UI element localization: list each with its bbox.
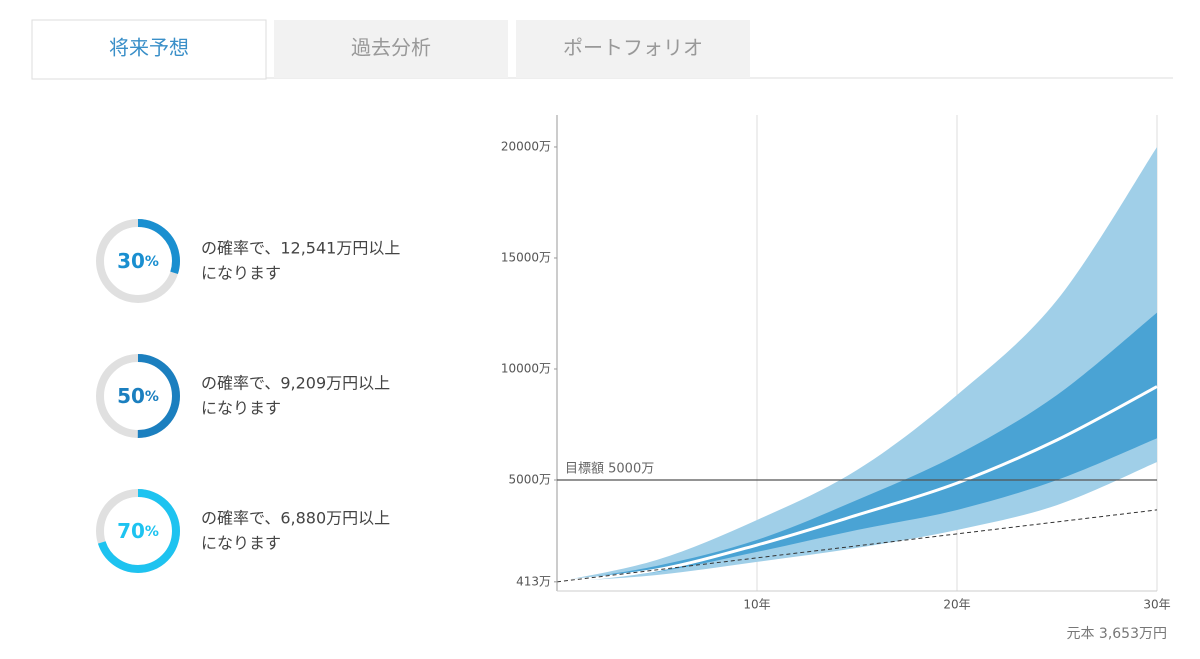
probability-text: になります [201,264,281,283]
y-tick-label: 413万 [516,574,551,588]
x-tick-label: 30年 [1143,598,1170,612]
fan-band [557,312,1157,582]
tab-label[interactable]: 過去分析 [351,36,431,60]
ring-unit: % [145,389,159,405]
probability-text: になります [201,399,281,418]
probability-text: の確率で、6,880万円以上 [201,509,390,528]
ring-arc [96,219,180,303]
tab[interactable] [516,20,750,78]
target-label: 目標額 5000万 [565,461,654,476]
ring-arc [96,489,180,573]
ring-unit: % [145,254,159,270]
probability-text: の確率で、9,209万円以上 [201,374,390,393]
ring-percent: 70 [117,519,145,543]
ring-unit: % [145,524,159,540]
tab-label[interactable]: ポートフォリオ [563,36,703,60]
ring-label: 70% [117,519,159,543]
x-tick-label: 10年 [743,598,770,612]
x-tick-label: 20年 [943,598,970,612]
probability-text: になります [201,534,281,553]
tab[interactable] [31,19,267,80]
ring-label: 50% [117,384,159,408]
ring-arc [96,354,180,438]
y-tick-label: 10000万 [501,361,551,375]
y-tick-label: 15000万 [501,250,551,264]
y-tick-label: 20000万 [501,139,551,153]
tab[interactable] [274,20,508,78]
tab-label[interactable]: 将来予想 [109,36,189,60]
ring-label: 30% [117,249,159,273]
probability-text: の確率で、12,541万円以上 [201,239,400,258]
ring-percent: 50 [117,384,145,408]
ring-percent: 30 [117,249,145,273]
principal-note: 元本 3,653万円 [1066,626,1167,642]
principal-line [556,509,1158,583]
y-tick-label: 5000万 [508,472,551,486]
